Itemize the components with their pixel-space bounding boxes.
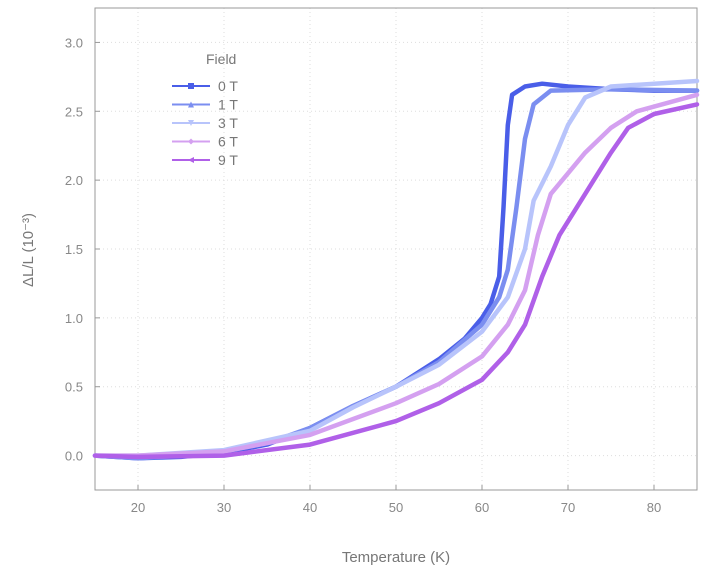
data-point — [437, 401, 441, 405]
data-point — [540, 275, 544, 279]
y-tick-label: 3.0 — [65, 35, 83, 50]
data-point — [523, 247, 527, 251]
x-tick-label: 40 — [303, 500, 317, 515]
data-point — [489, 302, 493, 306]
data-point — [480, 354, 484, 358]
legend-entry: 3 T — [218, 115, 238, 131]
data-point — [497, 295, 501, 299]
series-line-6t — [92, 92, 700, 458]
data-point — [93, 454, 97, 458]
legend: Field 0 T 1 T 3 T 6 T 9 T — [172, 51, 238, 168]
data-point — [394, 419, 398, 423]
data-point — [222, 449, 226, 453]
y-tick-label: 1.5 — [65, 242, 83, 257]
legend-marker — [188, 120, 194, 126]
data-point — [592, 178, 596, 182]
data-point — [506, 268, 510, 272]
data-point — [652, 112, 656, 116]
data-point — [308, 433, 312, 437]
data-point — [523, 137, 527, 141]
data-point — [136, 455, 140, 459]
data-point — [609, 151, 613, 155]
y-tick-label: 1.0 — [65, 311, 83, 326]
data-point — [480, 323, 484, 327]
x-tick-label: 60 — [475, 500, 489, 515]
legend-marker — [188, 157, 194, 163]
data-point — [222, 454, 226, 458]
data-point — [437, 382, 441, 386]
data-point — [480, 378, 484, 382]
legend-marker — [188, 101, 194, 108]
data-point — [549, 192, 553, 196]
data-point — [506, 350, 510, 354]
data-point — [695, 89, 699, 93]
data-point — [695, 93, 699, 97]
data-point — [502, 206, 505, 210]
y-tick-label: 0.5 — [65, 380, 83, 395]
data-point — [695, 79, 699, 83]
x-tick-label: 30 — [217, 500, 231, 515]
legend-entry: 1 T — [218, 97, 238, 113]
series-line-3t — [92, 78, 700, 458]
data-point — [557, 233, 561, 237]
data-point — [609, 126, 613, 130]
data-point — [695, 102, 699, 106]
data-point — [566, 123, 570, 127]
data-point — [308, 429, 312, 433]
data-point — [566, 171, 570, 175]
legend-entry: 6 T — [218, 134, 238, 150]
data-point — [523, 288, 527, 292]
data-point — [506, 323, 510, 327]
legend-title: Field — [206, 51, 236, 67]
data-point — [575, 206, 579, 210]
data-point — [523, 323, 527, 327]
data-point — [510, 93, 514, 97]
data-point — [540, 82, 544, 86]
data-point — [635, 109, 639, 113]
data-point — [583, 96, 587, 100]
data-point — [566, 84, 570, 88]
data-point — [394, 401, 398, 405]
y-tick-label: 0.0 — [65, 449, 83, 464]
data-point — [523, 84, 527, 88]
legend-entry: 0 T — [218, 78, 238, 94]
data-point — [626, 126, 630, 130]
legend-marker — [188, 83, 194, 89]
data-point — [609, 84, 613, 88]
data-point — [480, 316, 484, 320]
data-point — [497, 275, 501, 279]
legend-marker — [188, 138, 194, 145]
x-tick-label: 80 — [647, 500, 661, 515]
data-point — [549, 164, 553, 168]
data-point — [480, 330, 484, 334]
data-point — [308, 443, 312, 447]
legend-entry: 9 T — [218, 152, 238, 168]
data-point — [532, 102, 536, 106]
data-point — [506, 295, 510, 299]
x-tick-label: 20 — [131, 500, 145, 515]
data-point — [532, 199, 536, 203]
y-tick-label: 2.0 — [65, 173, 83, 188]
data-point — [536, 233, 540, 237]
x-axis-label: Temperature (K) — [342, 549, 450, 566]
y-axis-label: ΔL/L (10⁻³) — [20, 213, 37, 287]
x-tick-label: 50 — [389, 500, 403, 515]
data-point — [514, 206, 518, 210]
data-point — [549, 89, 553, 93]
y-tick-label: 2.5 — [65, 104, 83, 119]
data-point — [351, 405, 355, 409]
data-point — [394, 385, 398, 389]
x-tick-label: 70 — [561, 500, 575, 515]
data-point — [506, 123, 510, 127]
data-point — [437, 363, 441, 367]
data-point — [583, 151, 587, 155]
